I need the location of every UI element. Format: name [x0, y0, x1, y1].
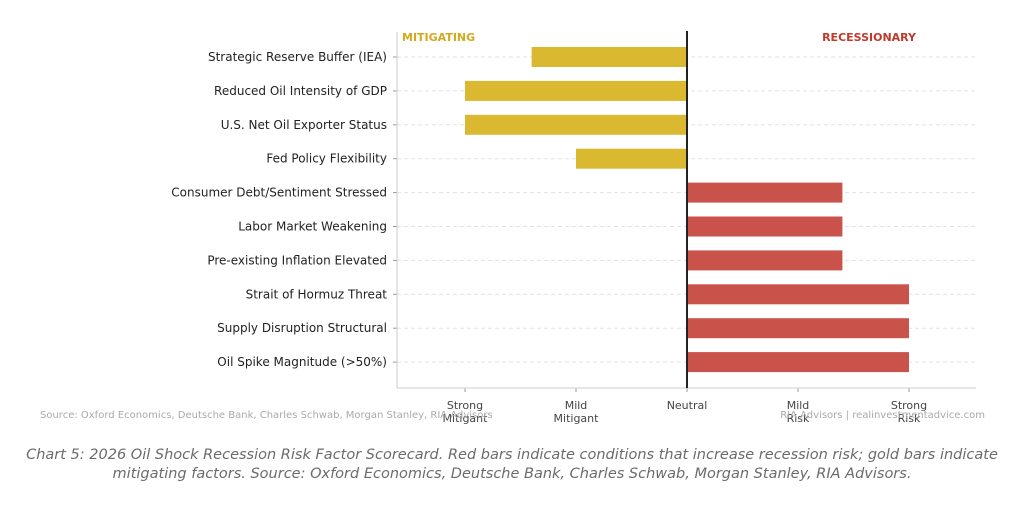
x-tick-label-line: Mild [787, 399, 810, 412]
category-label: Labor Market Weakening [238, 220, 387, 234]
category-label: Oil Spike Magnitude (>50%) [217, 355, 387, 369]
source-note-right: RIA Advisors | realinvestmentadvice.com [780, 410, 985, 421]
mitigating-label: MITIGATING [402, 31, 475, 44]
category-label: Strait of Hormuz Threat [246, 287, 388, 301]
x-tick-label-line: Mild [565, 399, 588, 412]
recessionary-label: RECESSIONARY [822, 31, 917, 44]
x-tick-label-line: Neutral [667, 399, 708, 412]
category-label: Reduced Oil Intensity of GDP [214, 84, 387, 98]
category-labels: Strategic Reserve Buffer (IEA) Reduced Oi… [171, 50, 397, 369]
x-tick-label: Mild Mitigant [554, 399, 600, 425]
risk-scorecard-chart: Strategic Reserve Buffer (IEA) Reduced Oi… [40, 31, 985, 425]
category-label: Supply Disruption Structural [217, 321, 387, 335]
bar-2 [465, 114, 687, 135]
bar-9 [687, 352, 909, 373]
x-tick-label: Neutral [667, 399, 708, 412]
category-label: Fed Policy Flexibility [266, 152, 387, 166]
bar-7 [687, 284, 909, 305]
bar-8 [687, 318, 909, 339]
category-label: Consumer Debt/Sentiment Stressed [171, 186, 387, 200]
x-tick-label: Strong Mitigant [443, 399, 489, 425]
source-note-left: Source: Oxford Economics, Deutsche Bank,… [40, 410, 493, 421]
bars [465, 47, 909, 373]
bar-4 [687, 182, 843, 203]
category-label: Strategic Reserve Buffer (IEA) [208, 50, 387, 64]
x-tick-label-line: Strong [891, 399, 927, 412]
category-label: U.S. Net Oil Exporter Status [221, 118, 387, 132]
bar-5 [687, 216, 843, 237]
bar-1 [465, 80, 687, 101]
chart-caption: Chart 5: 2026 Oil Shock Recession Risk F… [26, 447, 998, 482]
x-tick-label: Mild Risk [787, 399, 810, 425]
x-tick-label-line: Risk [787, 412, 810, 425]
x-tick-label: Strong Risk [891, 399, 927, 425]
x-tick-label-line: Risk [898, 412, 921, 425]
x-tick-label-line: Mitigant [443, 412, 489, 425]
x-tick-label-line: Strong [447, 399, 483, 412]
bar-3 [576, 148, 687, 169]
category-label: Pre-existing Inflation Elevated [207, 253, 387, 267]
bar-0 [531, 47, 687, 67]
bar-6 [687, 250, 843, 271]
x-tick-label-line: Mitigant [554, 412, 600, 425]
